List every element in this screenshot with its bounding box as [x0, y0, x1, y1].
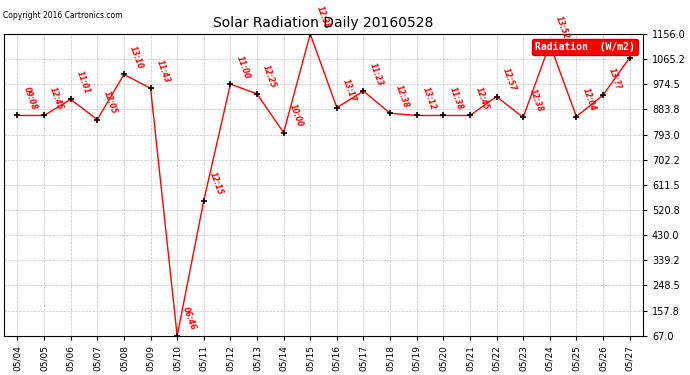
Text: 12:15: 12:15: [208, 171, 225, 196]
Text: 11:43: 11:43: [155, 58, 171, 84]
Text: 11:23: 11:23: [368, 61, 384, 87]
Point: [278, 130, 289, 136]
Point: [544, 41, 555, 47]
Text: Copyright 2016 Cartronics.com: Copyright 2016 Cartronics.com: [3, 11, 123, 20]
Text: 12:57: 12:57: [501, 67, 518, 93]
Point: [39, 112, 50, 118]
Text: 10:00: 10:00: [288, 103, 304, 129]
Text: 13:??: 13:??: [607, 67, 623, 91]
Text: 06:46: 06:46: [181, 306, 198, 332]
Text: 13:10: 13:10: [128, 45, 145, 70]
Text: 12:38: 12:38: [315, 4, 331, 30]
Point: [145, 85, 156, 91]
Point: [491, 94, 502, 100]
Text: 12:25: 12:25: [262, 64, 278, 90]
Point: [411, 112, 422, 118]
Point: [464, 112, 475, 118]
Point: [65, 96, 76, 102]
Point: [598, 92, 609, 98]
Title: Solar Radiation Daily 20160528: Solar Radiation Daily 20160528: [213, 16, 434, 30]
Point: [172, 333, 183, 339]
Text: 09:08: 09:08: [21, 86, 39, 111]
Point: [225, 81, 236, 87]
Point: [119, 71, 130, 77]
Point: [198, 198, 209, 204]
Text: 11:38: 11:38: [448, 86, 464, 111]
Text: 11:01: 11:01: [75, 70, 92, 95]
Text: 13:12: 13:12: [421, 86, 437, 111]
Text: 12:38: 12:38: [394, 84, 411, 109]
Point: [437, 112, 448, 118]
Point: [12, 112, 23, 118]
Text: 12:05: 12:05: [101, 90, 118, 116]
Text: 13:17: 13:17: [341, 78, 357, 104]
Point: [92, 117, 103, 123]
Text: 12:45: 12:45: [48, 86, 65, 111]
Point: [624, 55, 635, 61]
Text: 11:00: 11:00: [235, 54, 251, 80]
Text: 12:38: 12:38: [527, 88, 544, 113]
Text: 12:45: 12:45: [474, 86, 491, 111]
Point: [305, 31, 316, 37]
Point: [518, 114, 529, 120]
Point: [384, 110, 395, 116]
Text: 13:52: 13:52: [554, 14, 571, 40]
Point: [571, 114, 582, 120]
Point: [331, 105, 342, 111]
Legend: Radiation  (W/m2): Radiation (W/m2): [533, 39, 638, 55]
Point: [251, 91, 262, 97]
Point: [358, 88, 369, 94]
Text: 12:04: 12:04: [580, 87, 598, 112]
